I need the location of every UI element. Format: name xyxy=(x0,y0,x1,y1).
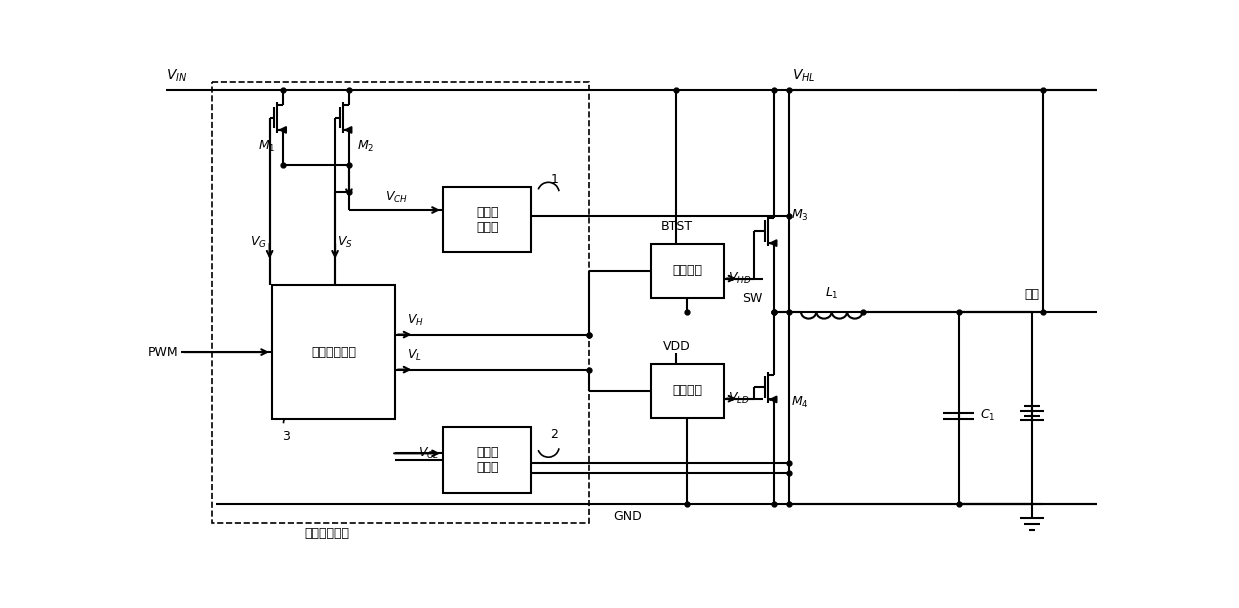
Text: $V_G$: $V_G$ xyxy=(250,235,268,250)
Text: 下管检
测单元: 下管检 测单元 xyxy=(476,206,498,233)
Bar xyxy=(271,285,395,420)
Bar xyxy=(212,82,590,523)
Text: $V_{HL}$: $V_{HL}$ xyxy=(792,67,815,84)
Text: VDD: VDD xyxy=(663,340,690,353)
Text: $V_L$: $V_L$ xyxy=(406,348,421,364)
Text: $M_3$: $M_3$ xyxy=(790,208,809,223)
Text: 电池: 电池 xyxy=(1025,288,1040,301)
Text: $V_{LD}$: $V_{LD}$ xyxy=(727,391,750,406)
Text: $M_1$: $M_1$ xyxy=(258,139,275,154)
Text: $M_4$: $M_4$ xyxy=(790,395,809,410)
Bar xyxy=(442,187,532,252)
Bar xyxy=(650,244,724,298)
Text: $M_2$: $M_2$ xyxy=(357,139,374,154)
Text: $L_1$: $L_1$ xyxy=(825,286,839,301)
Text: 下管驱动: 下管驱动 xyxy=(673,384,703,398)
Text: 逻辑驱动单元: 逻辑驱动单元 xyxy=(311,345,356,359)
Text: $V_{CH}$: $V_{CH}$ xyxy=(385,190,408,206)
Text: $C_1$: $C_1$ xyxy=(980,408,996,423)
Text: 上管检
测单元: 上管检 测单元 xyxy=(476,446,498,474)
Text: $V_{CL}$: $V_{CL}$ xyxy=(418,446,439,461)
Text: 1: 1 xyxy=(550,173,559,185)
Text: PWM: PWM xyxy=(149,345,178,359)
Bar xyxy=(442,427,532,492)
Text: $V_S$: $V_S$ xyxy=(337,235,353,250)
Text: GND: GND xyxy=(613,510,642,523)
Text: 短路保护电路: 短路保护电路 xyxy=(305,527,349,541)
Bar xyxy=(650,364,724,418)
Text: 上管驱动: 上管驱动 xyxy=(673,264,703,277)
Text: $V_{HD}$: $V_{HD}$ xyxy=(727,271,751,286)
Text: 2: 2 xyxy=(550,429,559,441)
Text: BTST: BTST xyxy=(660,220,693,233)
Text: $V_{IN}$: $V_{IN}$ xyxy=(166,67,187,84)
Text: SW: SW xyxy=(742,292,762,305)
Text: 3: 3 xyxy=(281,430,290,443)
Text: $V_H$: $V_H$ xyxy=(406,313,424,328)
